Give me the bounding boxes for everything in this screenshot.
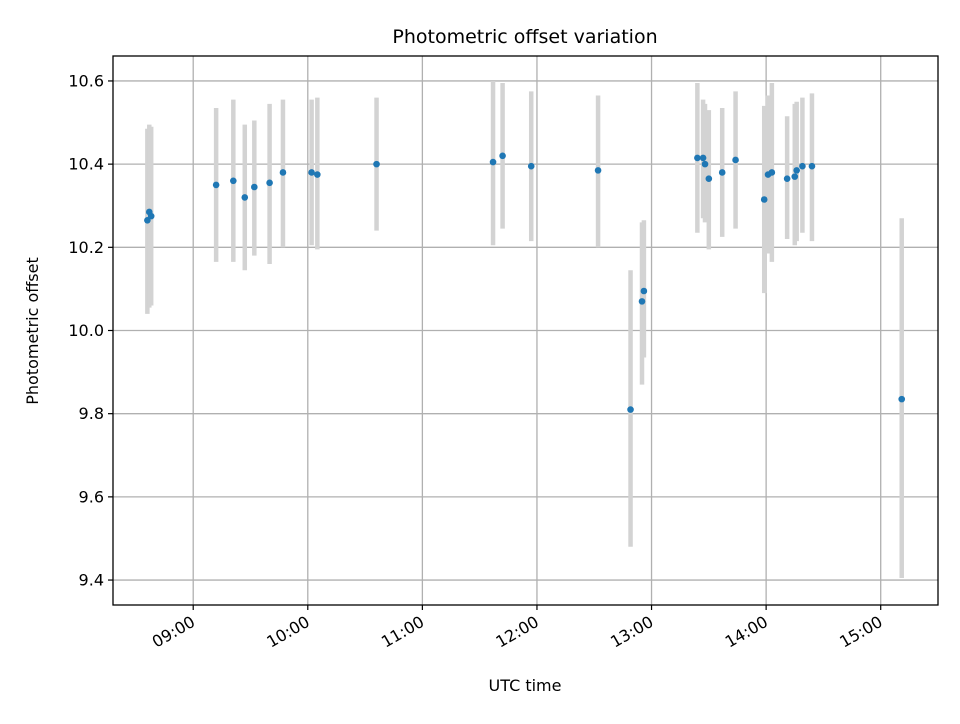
x-tick-label: 13:00 [607,612,656,652]
data-point [694,154,701,162]
y-tick-label: 9.4 [79,571,104,590]
y-axis-ticks: 9.4 9.6 9.8 10.0 10.2 10.4 10.6 [68,71,113,590]
data-point [760,196,768,203]
data-point [527,162,535,170]
data-point [212,181,220,189]
errorbar-layer [145,80,904,578]
data-point [793,167,800,174]
x-tick-label: 12:00 [493,612,542,652]
data-point [783,175,791,182]
x-tick-label: 09:00 [149,612,198,652]
data-point [791,173,799,180]
y-axis-label: Photometric offset [23,257,42,405]
y-tick-label: 10.4 [68,155,104,174]
y-tick-label: 10.0 [68,321,104,340]
data-point [732,156,739,164]
data-point [147,212,155,220]
data-point [638,298,646,305]
data-point [266,179,273,187]
data-point [373,160,380,168]
data-point [768,169,776,176]
data-point [279,169,287,176]
data-point [808,162,816,170]
x-axis-ticks: 09:00 10:00 11:00 12:00 13:00 14:00 15:00 [149,605,886,652]
y-tick-label: 9.8 [79,404,104,423]
y-tick-label: 9.6 [79,487,104,506]
data-point [701,160,709,168]
data-point [314,171,321,178]
x-tick-label: 11:00 [378,612,427,652]
data-point [705,175,713,182]
x-tick-label: 10:00 [263,612,312,652]
data-point [699,154,707,162]
point-layer [144,152,906,413]
data-point [144,216,151,224]
data-point [799,162,806,170]
data-point [489,158,497,166]
data-point [898,395,906,403]
x-axis-label: UTC time [489,676,562,695]
data-point [718,169,726,176]
data-point [499,152,506,160]
data-point [251,183,258,191]
data-point [640,287,648,295]
data-point [627,406,634,413]
x-tick-label: 15:00 [836,612,885,652]
data-point [230,177,237,185]
grid-layer [113,56,938,605]
x-tick-label: 14:00 [722,612,771,652]
chart-title: Photometric offset variation [392,26,657,48]
data-point [308,169,315,176]
data-point [241,194,249,201]
data-point [594,167,602,174]
y-tick-label: 10.2 [68,238,104,257]
y-tick-label: 10.6 [68,71,104,90]
